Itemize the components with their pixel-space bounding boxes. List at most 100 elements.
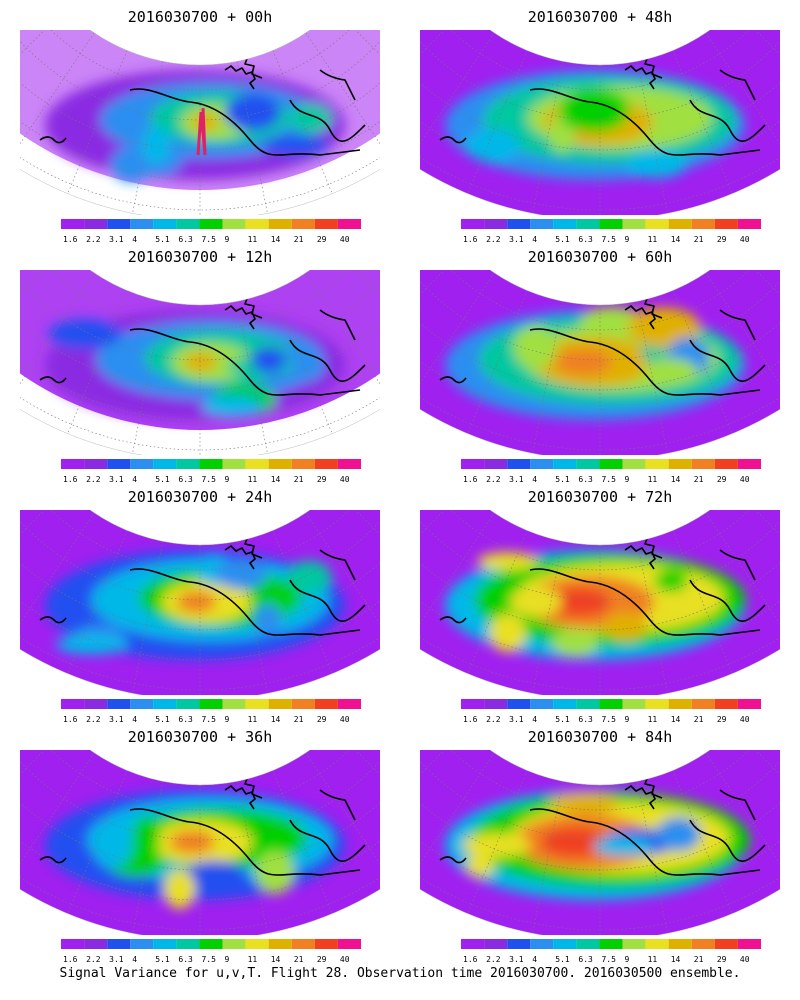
colorbar-swatch [530,699,554,709]
colorbar-tick-label: 40 [340,955,350,964]
panel-title: 2016030700 + 72h [527,488,673,506]
colorbar-swatch [291,939,315,949]
colorbar-tick-label: 1.6 [463,715,478,724]
panel-title: 2016030700 + 48h [527,8,673,26]
colorbar-tick-label: 6.3 [578,475,593,484]
colorbar-swatch [691,699,715,709]
colorbar-swatch [222,459,246,469]
colorbar-tick-label: 11 [248,955,258,964]
colorbar-tick-label: 40 [740,715,750,724]
colorbar-swatch [461,699,485,709]
colorbar-tick-label: 4 [132,235,137,244]
map-panel: 2016030700 + 00h 1.6 2.2 3.1 4 5.1 6.3 7.5 9 11 14… [0,0,400,248]
colorbar-swatch [668,219,692,229]
colorbar-swatch [153,219,177,229]
colorbar-tick-label: 9 [625,955,630,964]
colorbar-swatch [337,459,361,469]
colorbar: 1.6 2.2 3.1 4 5.1 6.3 7.5 9 11 14 21 29 40 [461,459,761,484]
colorbar-swatch [714,219,738,229]
colorbar-tick-label: 9 [225,475,230,484]
colorbar-swatch [222,219,246,229]
variance-map [420,750,780,935]
colorbar: 1.6 2.2 3.1 4 5.1 6.3 7.5 9 11 14 21 29 40 [61,939,361,964]
colorbar-tick-label: 7.5 [201,235,216,244]
colorbar-tick-label: 7.5 [601,955,616,964]
colorbar-swatch [107,459,131,469]
colorbar-tick-label: 5.1 [155,475,170,484]
colorbar-swatch [245,219,269,229]
colorbar-swatch [530,939,554,949]
colorbar-swatch [553,219,577,229]
colorbar-swatch [130,699,154,709]
colorbar-swatch [107,699,131,709]
colorbar-tick-label: 6.3 [178,955,193,964]
map-panel: 2016030700 + 60h 1.6 2.2 3.1 4 5.1 6.3 7.5 9 11 14… [400,240,800,488]
colorbar-tick-label: 14 [271,715,281,724]
colorbar-tick-label: 2.2 [486,715,501,724]
colorbar-swatch [291,219,315,229]
colorbar-tick-label: 4 [532,715,537,724]
colorbar-tick-label: 29 [717,475,727,484]
colorbar-swatch [691,939,715,949]
colorbar-tick-label: 6.3 [178,475,193,484]
colorbar-tick-label: 11 [248,475,258,484]
colorbar-swatch [130,219,154,229]
map-panel: 2016030700 + 36h 1.6 2.2 3.1 4 5.1 6.3 7.5 9 11 14… [0,720,400,968]
colorbar-tick-label: 2.2 [86,715,101,724]
colorbar-swatch [222,939,246,949]
colorbar-tick-label: 40 [340,715,350,724]
colorbar-swatch [268,939,292,949]
colorbar-tick-label: 21 [294,715,304,724]
colorbar-swatch [737,939,761,949]
colorbar: 1.6 2.2 3.1 4 5.1 6.3 7.5 9 11 14 21 29 40 [461,219,761,244]
colorbar-swatch [268,699,292,709]
colorbar-swatch [314,219,338,229]
colorbar-tick-label: 11 [648,955,658,964]
colorbar-tick-label: 2.2 [86,475,101,484]
colorbar-swatch [199,939,223,949]
colorbar-tick-label: 14 [671,955,681,964]
colorbar-tick-label: 29 [717,715,727,724]
colorbar-swatch [268,459,292,469]
map-panel: 2016030700 + 48h 1.6 2.2 3.1 4 5.1 6.3 7.5 9 11 14… [400,0,800,248]
colorbar-tick-label: 4 [532,235,537,244]
colorbar-tick-label: 5.1 [555,475,570,484]
colorbar-swatch [714,699,738,709]
colorbar-swatch [61,699,85,709]
variance-map [420,510,780,695]
colorbar-tick-label: 2.2 [486,235,501,244]
colorbar-swatch [84,459,108,469]
colorbar-swatch [176,219,200,229]
colorbar-tick-label: 1.6 [63,715,78,724]
colorbar-swatch [691,219,715,229]
colorbar-swatch [107,939,131,949]
colorbar-swatch [199,699,223,709]
colorbar-tick-label: 3.1 [109,235,124,244]
colorbar-tick-label: 6.3 [578,235,593,244]
variance-map [20,510,380,695]
panel-title: 2016030700 + 24h [127,488,273,506]
colorbar-tick-label: 5.1 [555,955,570,964]
colorbar-swatch [461,219,485,229]
colorbar-tick-label: 11 [648,475,658,484]
colorbar: 1.6 2.2 3.1 4 5.1 6.3 7.5 9 11 14 21 29 40 [61,699,361,724]
colorbar-tick-label: 11 [648,235,658,244]
colorbar-swatch [176,459,200,469]
colorbar-swatch [622,699,646,709]
colorbar-tick-label: 14 [271,475,281,484]
figure-caption: Signal Variance for u,v,T. Flight 28. Ob… [59,966,741,981]
colorbar-tick-label: 5.1 [155,715,170,724]
colorbar-tick-label: 29 [317,235,327,244]
colorbar-tick-label: 14 [271,235,281,244]
colorbar-tick-label: 5.1 [555,715,570,724]
colorbar-swatch [84,219,108,229]
colorbar-swatch [599,939,623,949]
colorbar-swatch [337,939,361,949]
colorbar-swatch [176,699,200,709]
colorbar: 1.6 2.2 3.1 4 5.1 6.3 7.5 9 11 14 21 29 40 [61,459,361,484]
colorbar-swatch [622,219,646,229]
colorbar-swatch [461,459,485,469]
colorbar-tick-label: 14 [671,715,681,724]
colorbar-tick-label: 4 [132,715,137,724]
